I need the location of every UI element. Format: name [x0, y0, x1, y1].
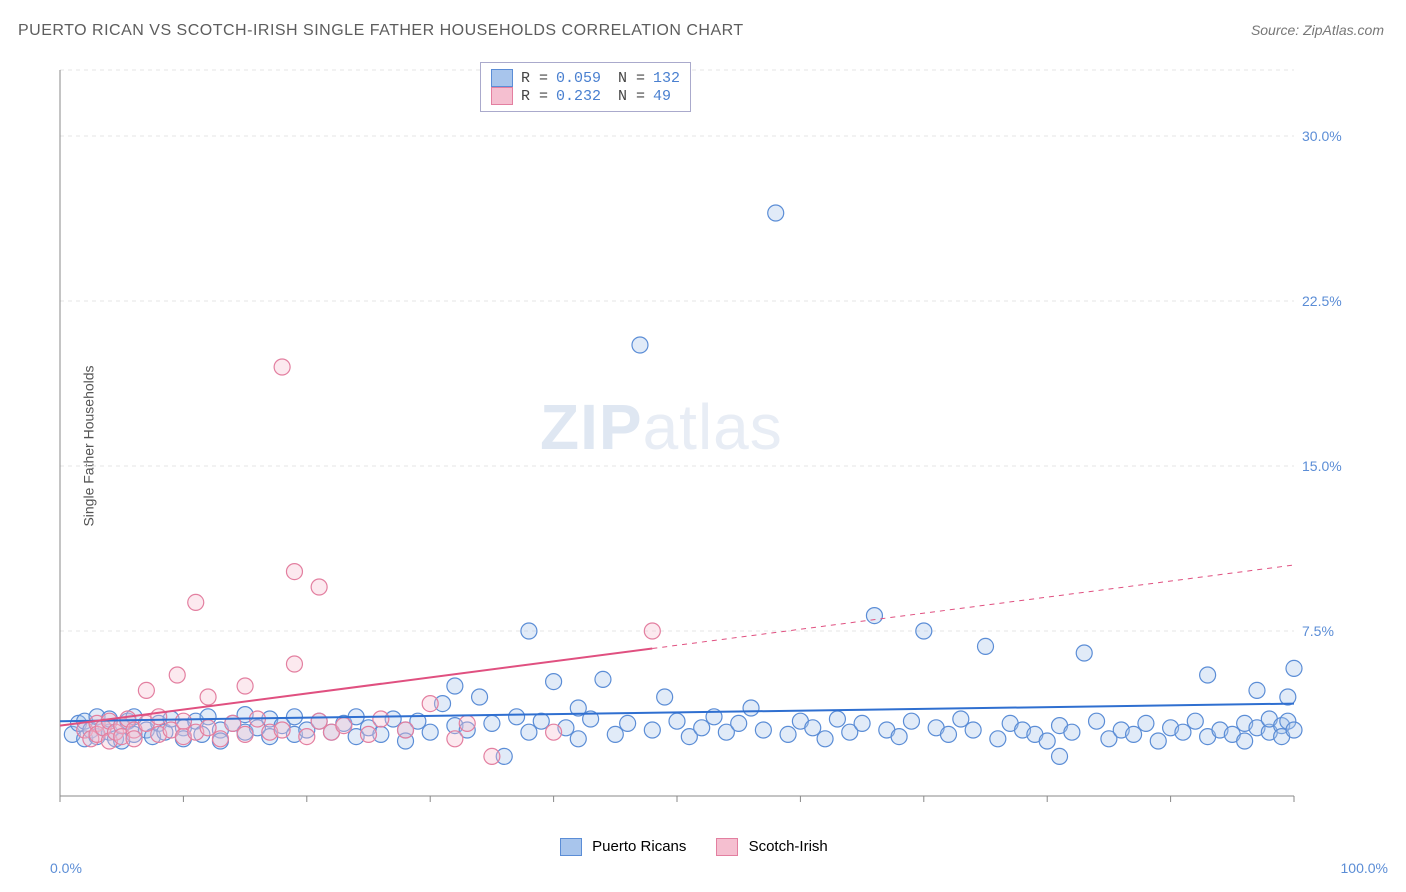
x-axis-min-label: 0.0% [50, 860, 82, 876]
legend-label: Scotch-Irish [749, 838, 828, 855]
y-tick-label: 22.5% [1302, 293, 1342, 309]
legend-row-puerto-ricans: R = 0.059 N = 132 [491, 69, 680, 87]
x-axis-max-label: 100.0% [1341, 860, 1388, 876]
legend-item-scotch-irish: Scotch-Irish [716, 838, 827, 856]
legend-swatch-blue [560, 838, 582, 856]
series-legend: Puerto Ricans Scotch-Irish [560, 838, 828, 856]
legend-item-puerto-ricans: Puerto Ricans [560, 838, 686, 856]
legend-label: Puerto Ricans [592, 838, 686, 855]
source-attribution: Source: ZipAtlas.com [1251, 22, 1384, 38]
plot-svg [50, 60, 1350, 830]
chart-title: PUERTO RICAN VS SCOTCH-IRISH SINGLE FATH… [18, 22, 744, 40]
y-tick-label: 15.0% [1302, 458, 1342, 474]
legend-row-scotch-irish: R = 0.232 N = 49 [491, 87, 680, 105]
correlation-legend: R = 0.059 N = 132 R = 0.232 N = 49 [480, 62, 691, 112]
y-tick-label: 30.0% [1302, 128, 1342, 144]
scatter-plot: ZIPatlas R = 0.059 N = 132 R = 0.232 N =… [50, 60, 1350, 830]
legend-swatch-pink [491, 87, 513, 105]
legend-swatch-blue [491, 69, 513, 87]
y-tick-label: 7.5% [1302, 623, 1334, 639]
legend-swatch-pink [716, 838, 738, 856]
